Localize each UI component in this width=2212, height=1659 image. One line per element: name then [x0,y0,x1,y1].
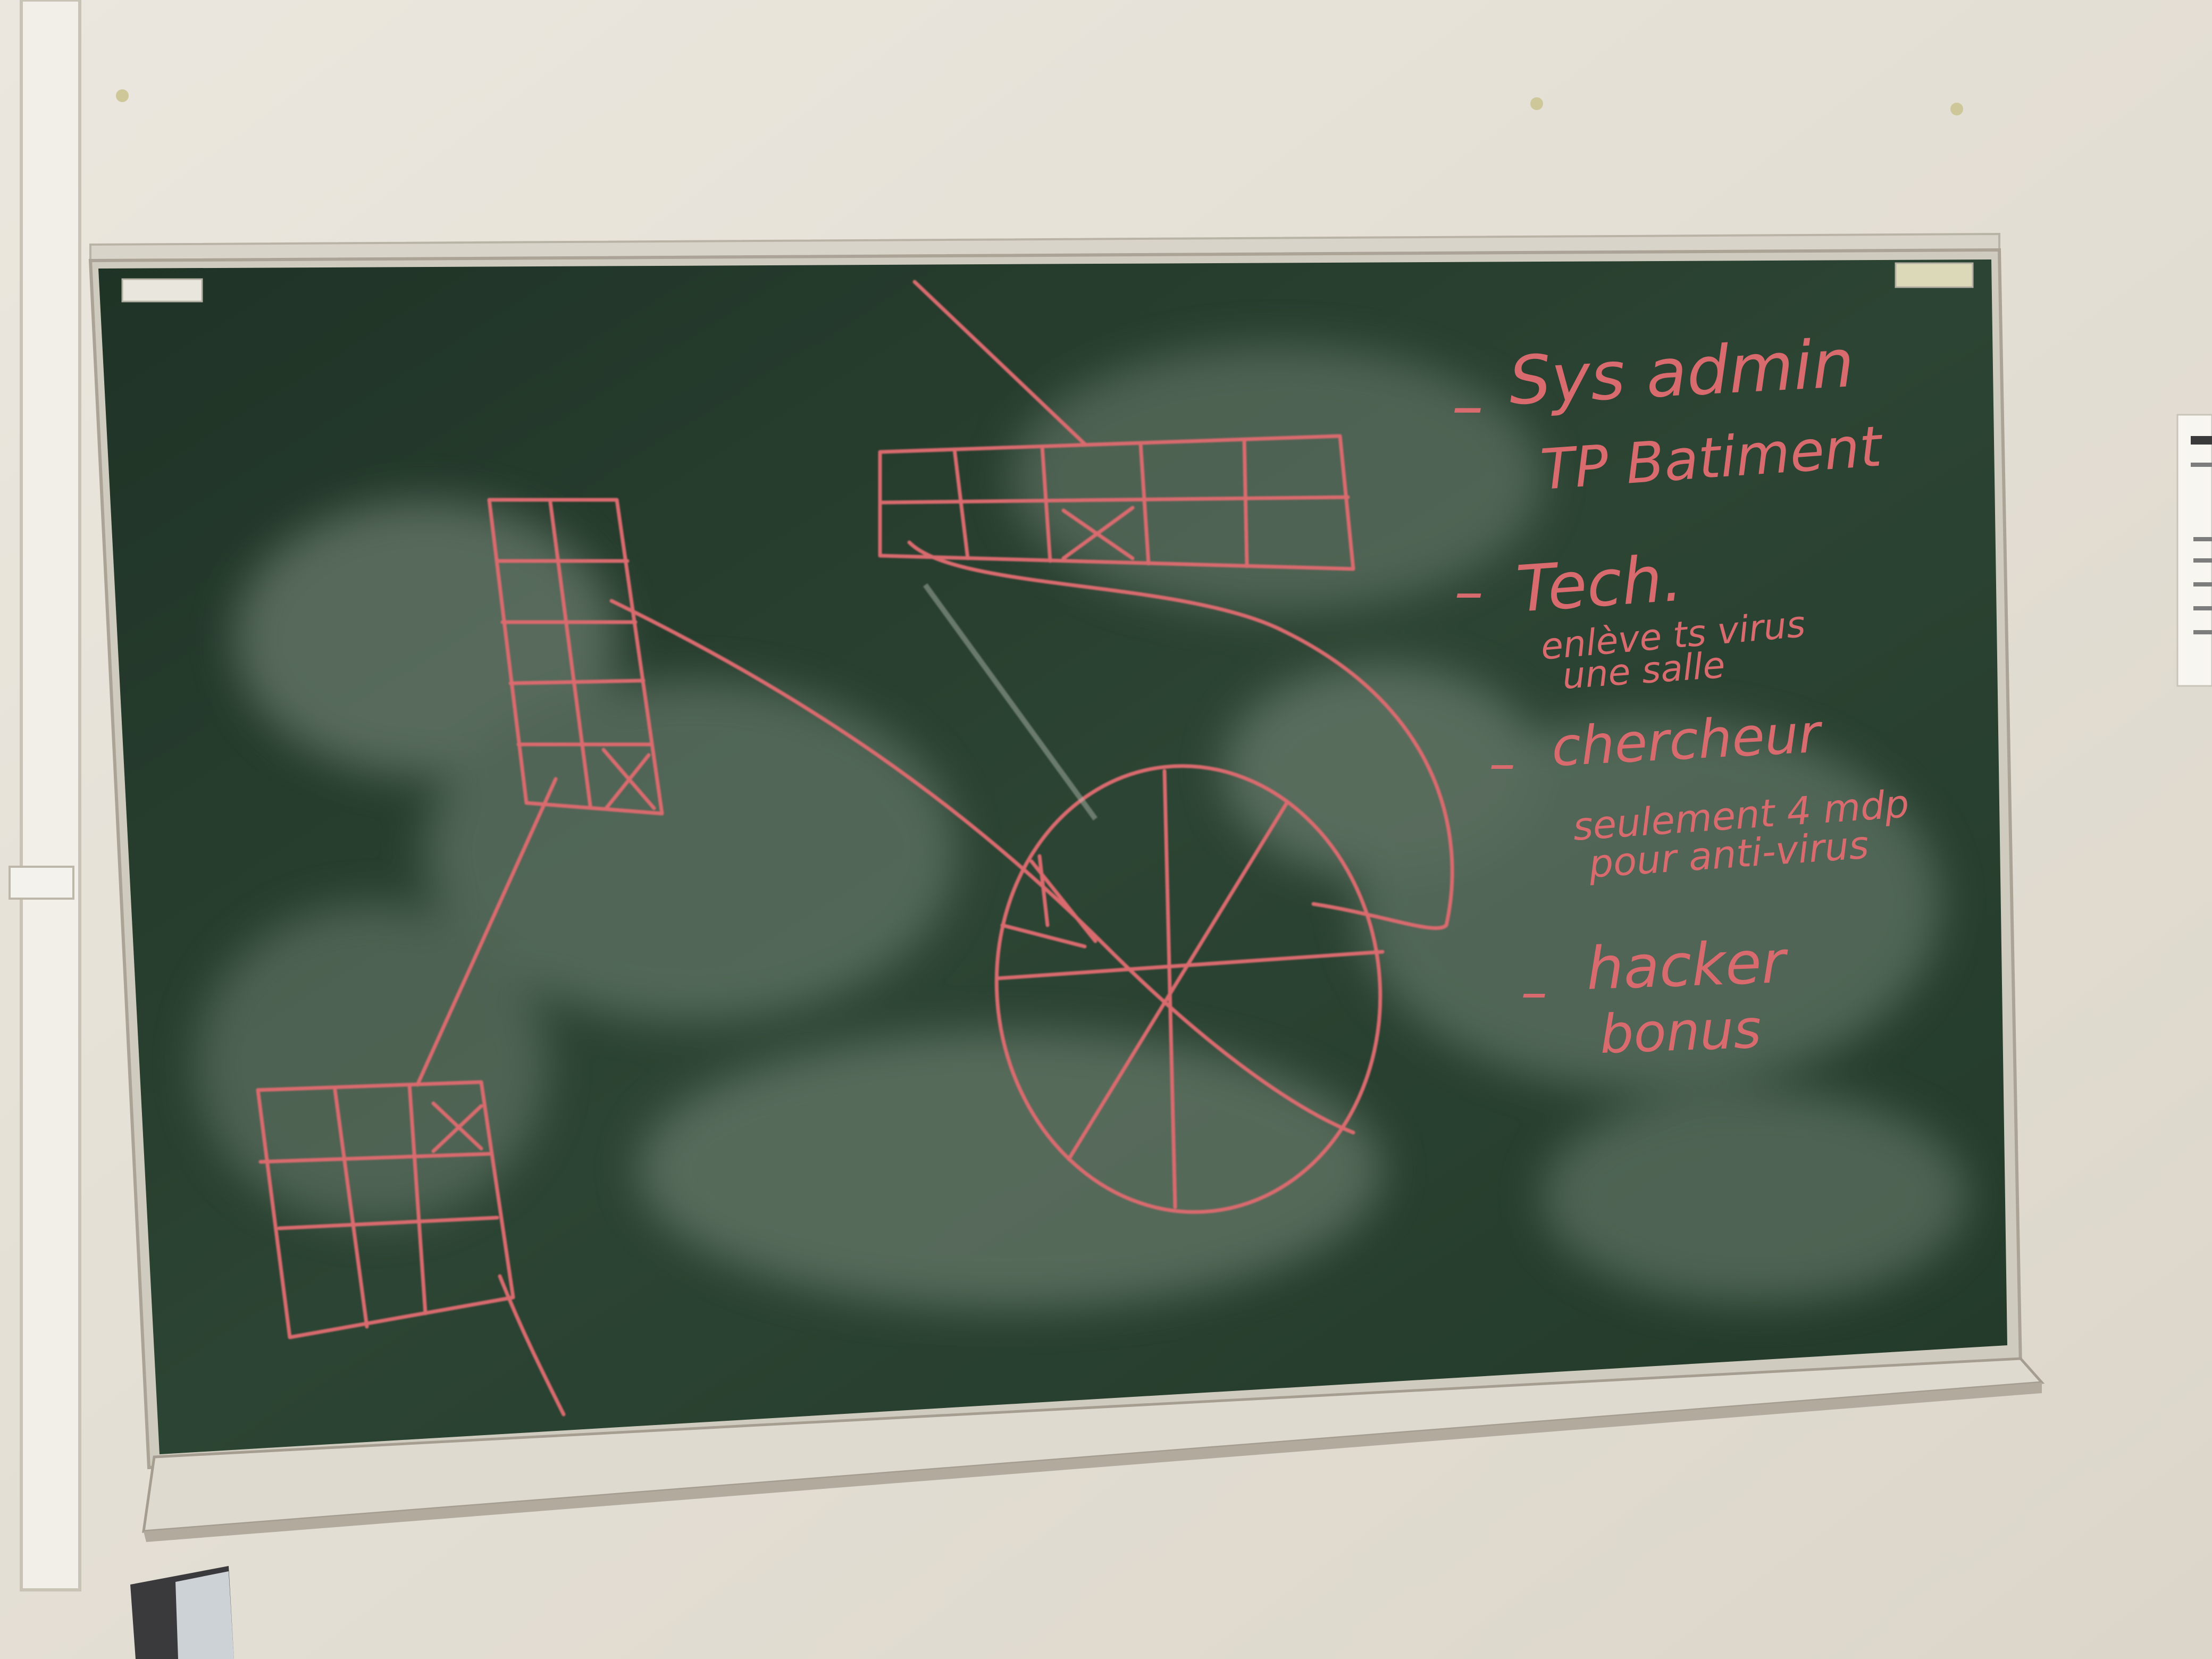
wall-pin [1950,103,1963,115]
note-title: Tech. [1514,541,1685,626]
left-wall-rail [20,0,81,1591]
erased-chalk-line [923,583,1098,820]
note-dash: – [1452,370,1484,443]
wall-notice-line [2193,630,2212,634]
chalk-curve [907,540,1454,930]
note-title: hacker [1585,928,1789,1003]
wall-notice-line [2191,463,2212,467]
chalk-grid-vertical [487,498,664,816]
wall-notice [2176,414,2212,687]
note-hacker: – hacker bonus [1521,928,1790,1066]
board-label-sticker [1895,262,1974,288]
board-label-sticker [121,278,203,303]
chalk-tray-shadow [144,1382,2042,1542]
note-dash: – [1454,557,1484,625]
chalk-grid-horizontal [878,434,1355,571]
chalk-grid-square [256,1080,515,1339]
note-subtitle: bonus [1599,998,1762,1066]
note-tech: – Tech. enlève ts virus une salle [1454,541,1807,697]
chalk-line [415,777,558,1087]
chalk-drawings [256,280,1454,1417]
wall-pin [1530,97,1543,110]
note-dash: – [1521,961,1547,1023]
chalk-line [609,599,1355,1135]
chalk-line [498,1274,566,1417]
note-dash: – [1489,732,1515,794]
wall-notice-line [2193,606,2212,610]
chalk-line [912,280,1087,446]
chalk-pie-circle [994,764,1385,1214]
wall-pin [116,89,129,102]
wall-notice-line [2193,582,2212,586]
note-title: Sys admin [1507,325,1856,420]
wall-notice-line [2193,537,2212,541]
left-wall-bracket [9,866,74,900]
note-title: chercheur [1550,702,1825,778]
wall-notice-line [2193,558,2212,563]
eraser-holder-side [175,1571,234,1659]
chalk-notes: – Sys admin TP Batiment – Tech. enlève t… [1452,325,1911,1066]
chalk-smudges [197,346,1967,1308]
wall-notice-line [2191,436,2212,445]
note-chercheur: – chercheur seulement 4 mdp pour anti-vi… [1489,702,1911,886]
